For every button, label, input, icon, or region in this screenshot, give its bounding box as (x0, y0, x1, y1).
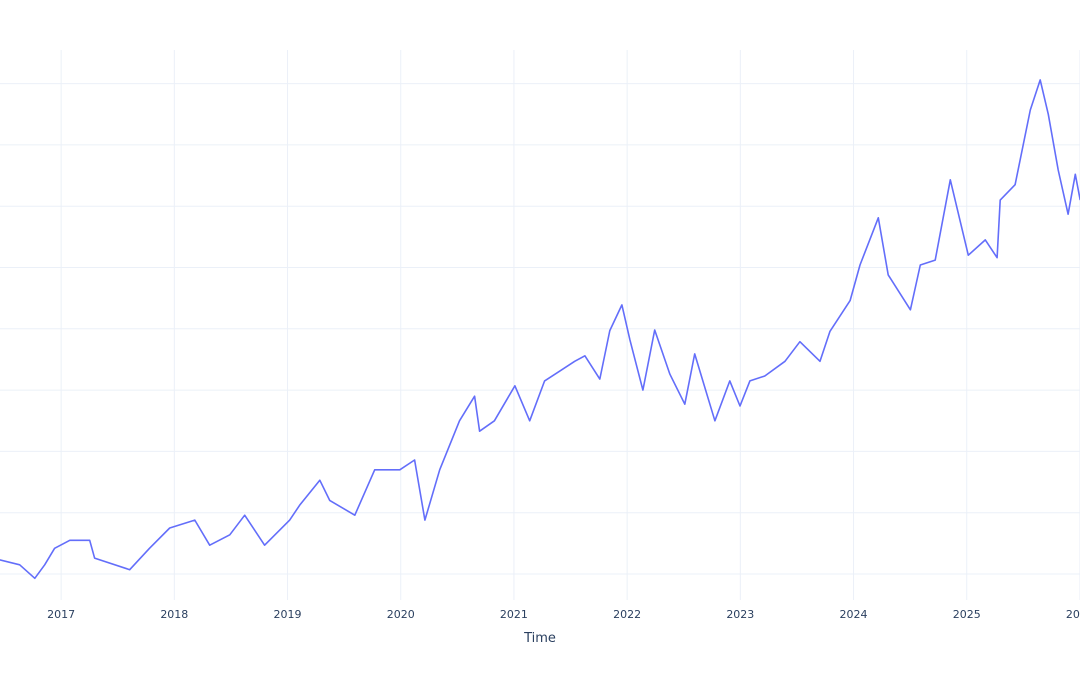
x-tick-label: 2025 (953, 608, 981, 621)
x-tick-label: 2018 (160, 608, 188, 621)
gridlines (0, 50, 1080, 600)
x-tick-label: 2021 (500, 608, 528, 621)
x-tick-label: 2020 (387, 608, 415, 621)
series-line (0, 79, 1080, 580)
x-tick-label: 2019 (274, 608, 302, 621)
x-axis-ticks: 2017 2018 2019 2020 2021 2022 2023 2024 2025 2026 (47, 608, 1080, 621)
x-tick-label: 2026 (1066, 608, 1080, 621)
x-axis-title: Time (523, 631, 556, 646)
x-tick-label: 2022 (613, 608, 641, 621)
x-tick-label: 2024 (840, 608, 868, 621)
x-tick-label: 2023 (726, 608, 754, 621)
x-tick-label: 2017 (47, 608, 75, 621)
